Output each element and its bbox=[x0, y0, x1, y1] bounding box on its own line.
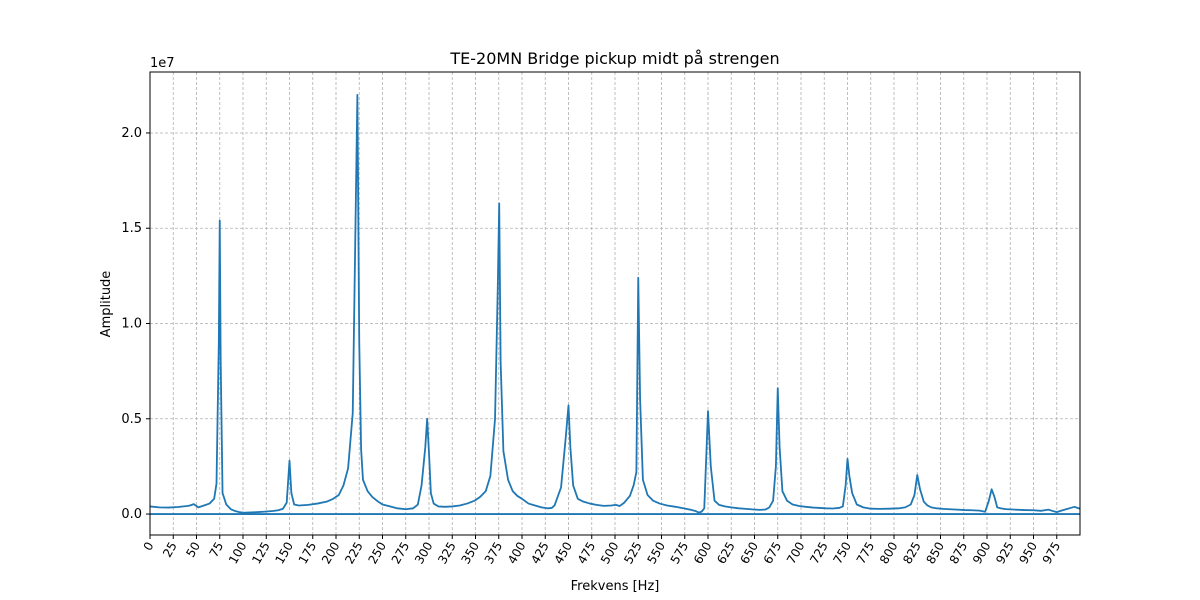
y-offset-label: 1e7 bbox=[150, 56, 175, 71]
x-tick-label: 600 bbox=[691, 540, 715, 567]
spectrum-line bbox=[149, 93, 1081, 514]
x-tick-label: 525 bbox=[621, 540, 645, 567]
x-tick-label: 775 bbox=[854, 540, 878, 567]
x-tick-label: 575 bbox=[668, 540, 692, 567]
x-tick-label: 625 bbox=[714, 540, 738, 567]
x-tick-label: 325 bbox=[435, 540, 459, 567]
x-tick-label: 400 bbox=[505, 540, 529, 567]
x-tick-label: 750 bbox=[831, 540, 855, 567]
x-tick-label: 900 bbox=[970, 540, 994, 567]
x-tick-label: 150 bbox=[273, 540, 297, 567]
x-tick-label: 175 bbox=[296, 540, 320, 567]
x-tick-label: 825 bbox=[900, 540, 924, 567]
x-tick-label: 925 bbox=[993, 540, 1017, 567]
x-tick-label: 275 bbox=[389, 540, 413, 567]
x-tick-label: 250 bbox=[366, 540, 390, 567]
x-tick-label: 300 bbox=[412, 540, 436, 567]
x-tick-label: 700 bbox=[784, 540, 808, 567]
x-tick-label: 25 bbox=[160, 540, 180, 560]
x-tick-label: 650 bbox=[738, 540, 762, 567]
x-tick-label: 500 bbox=[598, 540, 622, 567]
x-tick-label: 475 bbox=[575, 540, 599, 567]
y-axis-label: Amplitude bbox=[99, 271, 114, 338]
x-tick-label: 100 bbox=[226, 540, 250, 567]
x-tick-label: 200 bbox=[319, 540, 343, 567]
axis-ticks: 0 25 50 75 100 125 150 175 200 225 250 275 300 325 350… bbox=[121, 126, 1063, 566]
x-tick-label: 350 bbox=[459, 540, 483, 567]
x-tick-label: 0 bbox=[141, 540, 157, 554]
x-tick-label: 850 bbox=[924, 540, 948, 567]
x-tick-label: 800 bbox=[877, 540, 901, 567]
x-axis-label: Frekvens [Hz] bbox=[571, 579, 660, 594]
y-tick-label: 1.5 bbox=[121, 221, 142, 236]
x-tick-label: 425 bbox=[528, 540, 552, 567]
chart-title: TE-20MN Bridge pickup midt på strengen bbox=[449, 49, 779, 68]
x-tick-label: 550 bbox=[645, 540, 669, 567]
x-tick-label: 975 bbox=[1040, 540, 1064, 567]
x-tick-label: 950 bbox=[1017, 540, 1041, 567]
x-tick-label: 450 bbox=[552, 540, 576, 567]
x-tick-label: 375 bbox=[482, 540, 506, 567]
y-tick-label: 0.5 bbox=[121, 412, 142, 427]
x-tick-label: 50 bbox=[183, 540, 203, 560]
x-tick-label: 75 bbox=[207, 540, 227, 560]
x-tick-label: 125 bbox=[249, 540, 273, 567]
y-tick-label: 1.0 bbox=[121, 317, 142, 332]
series-group bbox=[149, 93, 1081, 515]
y-tick-label: 2.0 bbox=[121, 126, 142, 141]
x-tick-label: 675 bbox=[761, 540, 785, 567]
y-tick-label: 0.0 bbox=[121, 507, 142, 522]
x-tick-label: 225 bbox=[342, 540, 366, 567]
x-tick-label: 875 bbox=[947, 540, 971, 567]
x-tick-label: 725 bbox=[807, 540, 831, 567]
